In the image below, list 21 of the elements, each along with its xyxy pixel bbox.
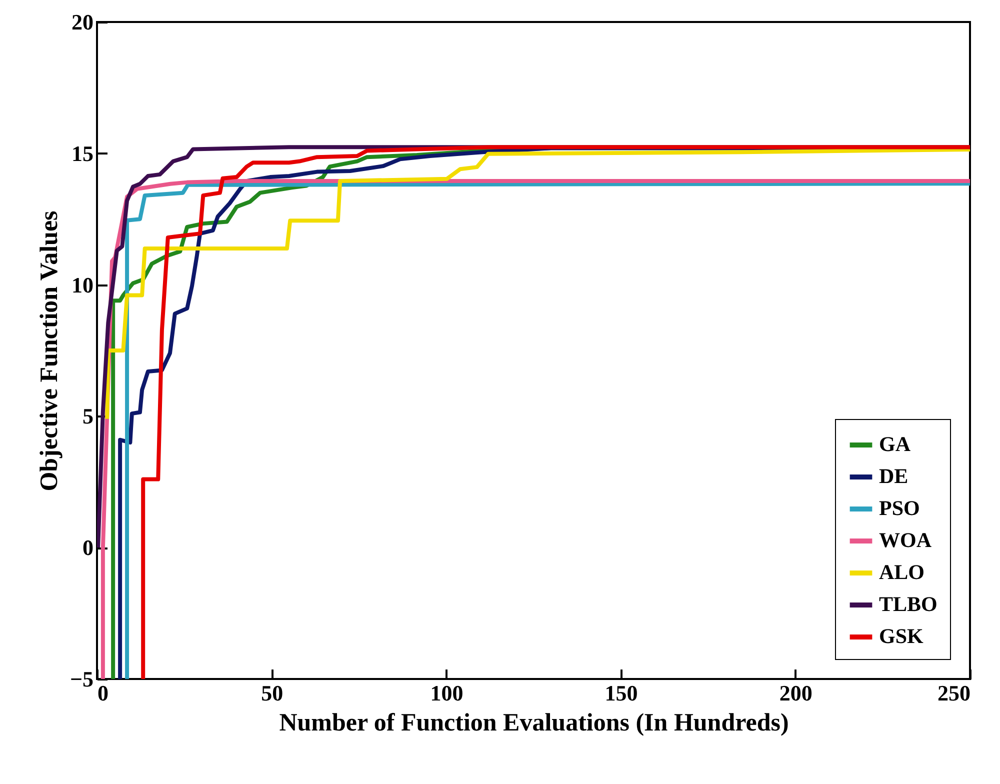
legend-label: GA [879,432,912,456]
legend-label: DE [879,464,908,488]
legend-label: ALO [879,560,925,584]
legend-label: GSK [879,624,924,648]
y-tick-label: 15 [72,140,94,166]
legend-label: PSO [879,496,920,520]
x-tick-label: 100 [430,680,464,706]
x-tick-label: 250 [938,680,970,706]
x-tick-label: 200 [779,680,812,706]
x-tick-label: 150 [604,680,638,706]
y-tick-label: 0 [82,535,94,560]
legend-label: WOA [879,528,932,552]
y-tick-label: 20 [72,10,94,34]
x-axis-title: Number of Function Evaluations (In Hundreds) [279,710,789,736]
line-series [105,147,970,421]
y-tick-label: 5 [82,404,94,429]
x-tick-label: 50 [261,680,284,706]
y-tick-label: −5 [70,666,94,692]
y-tick-label: 10 [72,272,94,298]
y-axis-title: Objective Function Values [36,210,63,492]
legend-label: TLBO [879,592,938,616]
